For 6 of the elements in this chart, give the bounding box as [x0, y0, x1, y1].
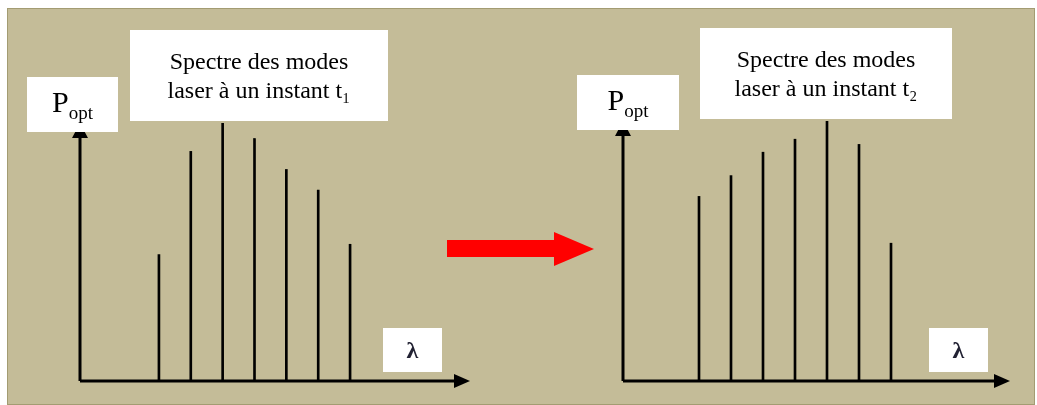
chart-title: Spectre des modes laser à un instant t₁ — [130, 30, 388, 121]
x-axis-title: λ — [383, 328, 442, 372]
x-axis-title: λ — [929, 328, 988, 372]
y-axis-title: P$_{opt}$ — [607, 83, 649, 122]
chart-title: Spectre des modes laser à un instant t₂ — [700, 28, 952, 119]
y-axis-title: P$_{opt}$ — [52, 85, 93, 124]
